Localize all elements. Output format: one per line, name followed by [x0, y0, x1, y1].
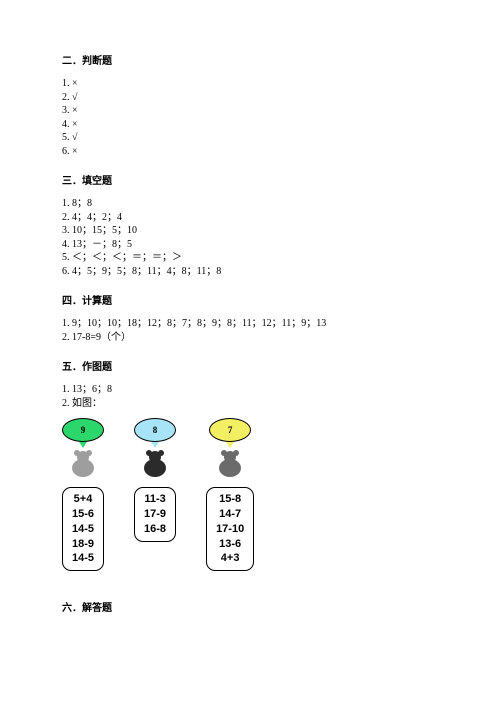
- speech-bubble: 7: [209, 418, 251, 448]
- list-item: 2. √: [62, 91, 438, 105]
- equation: 14-5: [72, 522, 94, 537]
- character-icon: [213, 449, 247, 479]
- equation-box: 5+4 15-6 14-5 18-9 14-5: [62, 487, 104, 571]
- list-item: 1. 8；8: [62, 197, 438, 211]
- list-item: 3. 10；15；5；10: [62, 224, 438, 238]
- equation: 17-10: [216, 522, 244, 537]
- equation: 16-8: [144, 522, 166, 537]
- equation: 4+3: [216, 551, 244, 566]
- equation: 17-9: [144, 507, 166, 522]
- equation-box: 15-8 14-7 17-10 13-6 4+3: [206, 487, 254, 571]
- equation: 13-6: [216, 537, 244, 552]
- list-item: 1. 9；10；10；18；12；8；7；8；9；8；11；12；11；9；13: [62, 317, 438, 331]
- character-icon: [138, 449, 172, 479]
- list-item: 4. ×: [62, 118, 438, 132]
- equation: 5+4: [72, 492, 94, 507]
- section-5-title: 五．作图题: [62, 358, 438, 373]
- bubble-value: 8: [134, 418, 176, 442]
- equation: 18-9: [72, 537, 94, 552]
- figure-col: 8 11-3 17-9 16-8: [134, 418, 176, 542]
- equation: 15-6: [72, 507, 94, 522]
- list-item: 5. ＜；＜；＜；＝；＝；＞: [62, 251, 438, 265]
- equation: 14-5: [72, 551, 94, 566]
- list-item: 4. 13；－；8；5: [62, 238, 438, 252]
- section-5-list: 1. 13；6；8 2. 如图：: [62, 383, 438, 410]
- speech-bubble: 9: [62, 418, 104, 448]
- list-item: 6. 4；5；9；5；8；11；4；8；11；8: [62, 265, 438, 279]
- figure-col: 7 15-8 14-7 17-10 13-6 4+3: [206, 418, 254, 571]
- speech-bubble: 8: [134, 418, 176, 448]
- list-item: 6. ×: [62, 145, 438, 159]
- section-4-title: 四．计算题: [62, 292, 438, 307]
- equation: 11-3: [144, 492, 166, 507]
- section-4-list: 1. 9；10；10；18；12；8；7；8；9；8；11；12；11；9；13…: [62, 317, 438, 344]
- section-3-title: 三．填空题: [62, 172, 438, 187]
- equation: 15-8: [216, 492, 244, 507]
- section-3-list: 1. 8；8 2. 4；4；2；4 3. 10；15；5；10 4. 13；－；…: [62, 197, 438, 278]
- figure-col: 9 5+4 15-6 14-5 18-9 14-5: [62, 418, 104, 571]
- list-item: 3. ×: [62, 104, 438, 118]
- list-item: 5. √: [62, 131, 438, 145]
- equation-box: 11-3 17-9 16-8: [134, 487, 176, 542]
- equation: 14-7: [216, 507, 244, 522]
- bubble-value: 9: [62, 418, 104, 442]
- list-item: 1. 13；6；8: [62, 383, 438, 397]
- list-item: 2. 如图：: [62, 397, 438, 411]
- bubble-value: 7: [209, 418, 251, 442]
- section-2-title: 二．判断题: [62, 52, 438, 67]
- figure: 9 5+4 15-6 14-5 18-9 14-5 8: [62, 418, 438, 571]
- list-item: 2. 17-8=9（个）: [62, 331, 438, 345]
- section-6-title: 六．解答题: [62, 599, 438, 614]
- list-item: 2. 4；4；2；4: [62, 211, 438, 225]
- list-item: 1. ×: [62, 77, 438, 91]
- character-icon: [66, 449, 100, 479]
- section-2-list: 1. × 2. √ 3. × 4. × 5. √ 6. ×: [62, 77, 438, 158]
